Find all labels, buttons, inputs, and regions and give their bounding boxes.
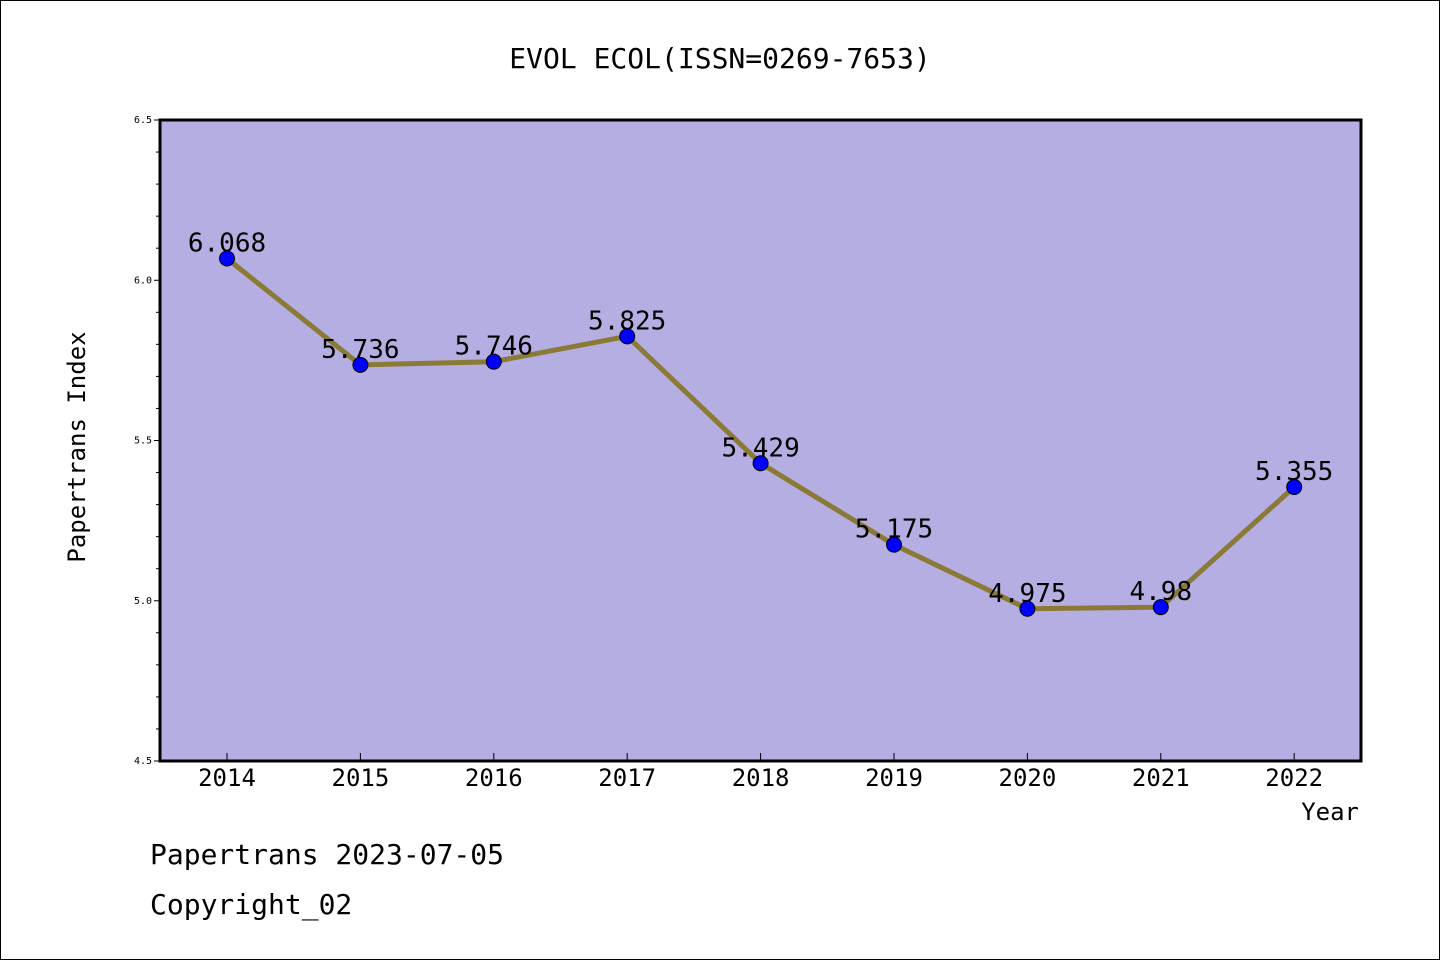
data-point (752, 455, 769, 472)
data-point (619, 328, 636, 345)
x-tick-label: 2015 (332, 764, 390, 792)
x-tick-label: 2022 (1265, 764, 1323, 792)
data-point (352, 356, 369, 373)
x-tick-label: 2021 (1132, 764, 1190, 792)
data-point (1152, 599, 1169, 616)
data-label: 4.98 (1129, 577, 1192, 607)
data-point (1019, 600, 1036, 617)
data-label: 5.825 (588, 306, 666, 336)
y-tick-label: 5.5 (134, 436, 152, 447)
x-axis: 2014 2015 2016 2017 2018 2019 2020 2021 2022 (198, 753, 1323, 792)
footer-date: Papertrans 2023-07-05 (150, 838, 504, 871)
plot-area (158, 118, 1363, 763)
x-tick-label: 2014 (198, 764, 256, 792)
y-tick-label: 4.5 (134, 756, 152, 767)
y-tick-label: 6.5 (134, 115, 152, 126)
data-point (219, 250, 235, 267)
data-label: 4.975 (988, 579, 1066, 609)
x-tick-label: 2017 (598, 764, 656, 792)
y-axis-label: Papertrans Index (63, 331, 91, 562)
footer-copyright: Copyright_02 (150, 888, 352, 922)
data-label: 6.068 (188, 228, 266, 258)
data-label: 5.736 (321, 335, 399, 365)
chart-title: EVOL ECOL(ISSN=0269-7653) (509, 42, 930, 75)
data-point (485, 353, 502, 370)
data-label: 5.429 (721, 433, 799, 463)
x-tick-label: 2016 (465, 764, 523, 792)
x-axis-label: Year (1301, 798, 1359, 826)
data-label: 5.355 (1255, 457, 1333, 487)
y-tick-label: 6.0 (134, 275, 152, 286)
x-tick-label: 2018 (732, 764, 790, 792)
data-label: 5.746 (455, 332, 533, 362)
x-tick-label: 2020 (999, 764, 1057, 792)
data-point (886, 536, 902, 553)
y-axis: 4.5 5.0 5.5 6.0 6.5 (134, 115, 160, 767)
data-markers (219, 250, 1303, 617)
x-tick-label: 2019 (865, 764, 923, 792)
data-label: 5.175 (855, 515, 933, 545)
data-labels: 6.068 5.736 5.746 5.825 5.429 5.175 4.975 4.98 5… (188, 228, 1333, 608)
y-tick-label: 5.0 (134, 596, 152, 607)
data-point (1286, 478, 1303, 495)
